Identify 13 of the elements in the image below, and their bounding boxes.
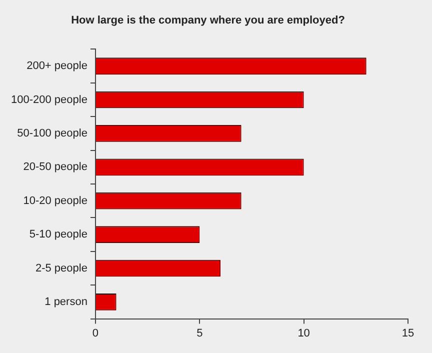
y-tick-label: 5-10 people [29, 228, 88, 241]
y-tick-label: 50-100 people [17, 127, 88, 140]
y-tick-label: 2-5 people [35, 262, 88, 274]
x-tick-label: 5 [196, 327, 203, 340]
chart-title: How large is the company where you are employed? [71, 14, 346, 27]
y-tick-label: 100-200 people [10, 94, 88, 106]
y-tick-label: 200+ people [26, 60, 88, 72]
y-tick-label: 1 person [44, 296, 88, 308]
x-tick-label: 15 [402, 327, 414, 340]
y-tick-label: 10-20 people [23, 194, 88, 207]
y-tick-label: 20-50 people [23, 161, 88, 174]
x-tick-label: 0 [92, 327, 99, 340]
x-tick-label: 10 [298, 327, 310, 340]
